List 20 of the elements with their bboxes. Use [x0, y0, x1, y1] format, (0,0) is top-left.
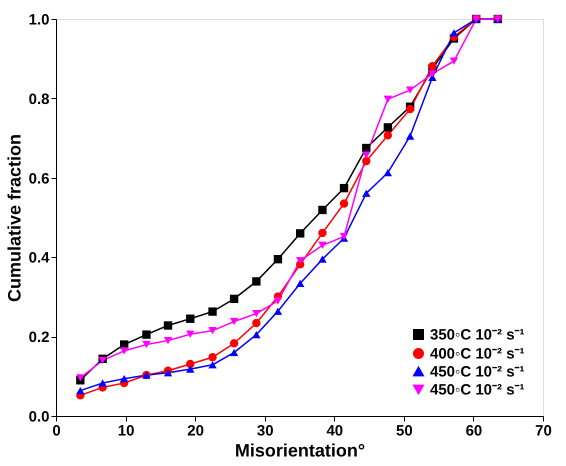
legend-label: 350◦C 10⁻² s⁻¹	[430, 326, 525, 344]
x-tick-label: 30	[256, 422, 274, 440]
x-tick-label: 60	[466, 422, 482, 440]
x-tick-label: 50	[396, 422, 413, 440]
x-tick-label: 70	[535, 422, 552, 440]
y-tick-label: 0.6	[28, 170, 50, 188]
legend-label: 400◦C 10⁻² s⁻¹	[430, 346, 525, 362]
y-axis-title: Cumulative fraction	[4, 134, 25, 302]
x-tick-label: 0	[52, 422, 61, 440]
x-tick-label: 20	[187, 422, 204, 440]
y-tick-label: 0.0	[28, 408, 50, 426]
x-tick-label: 10	[118, 422, 134, 440]
y-tick-label: 0.8	[28, 90, 50, 108]
x-axis-title: Misorientation°	[234, 440, 366, 460]
legend-label: 450◦C 10⁻² s⁻¹	[430, 364, 525, 380]
x-tick-label: 40	[326, 422, 344, 440]
y-tick-label: 0.4	[28, 250, 50, 267]
y-tick-label: 0.2	[28, 329, 50, 346]
legend-label: 450◦C 10⁻² s⁻¹	[430, 382, 525, 398]
y-tick-label: 1.0	[28, 12, 50, 28]
